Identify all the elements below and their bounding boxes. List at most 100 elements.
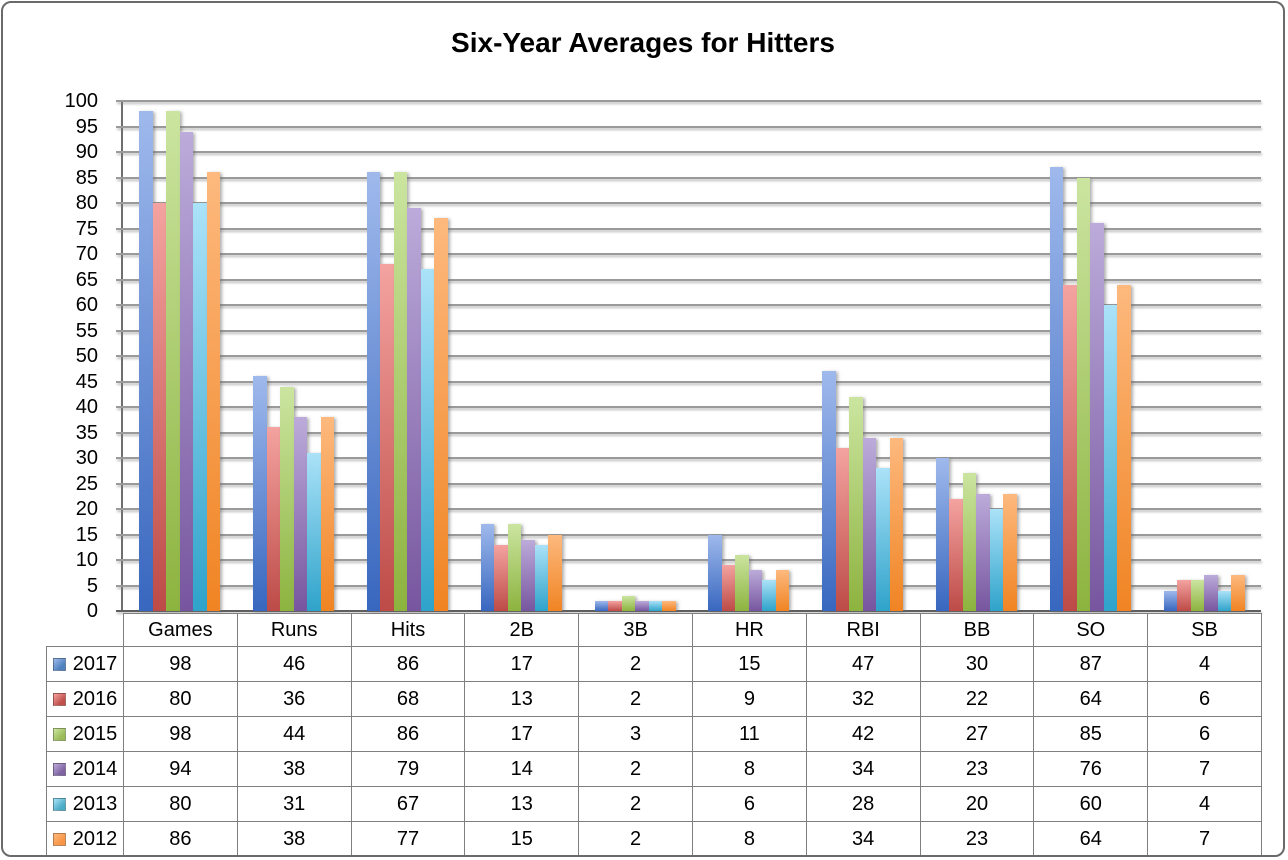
bar-2015-hr bbox=[735, 554, 749, 611]
bar-2012-3b bbox=[662, 600, 676, 611]
bar-2015-3b bbox=[621, 595, 636, 611]
gridline bbox=[116, 457, 1261, 459]
value-cell-2013-games: 80 bbox=[123, 786, 238, 822]
value-cell-2017-hits: 86 bbox=[350, 646, 466, 682]
bar-group-3b bbox=[578, 101, 692, 611]
value-cell-2016-runs: 36 bbox=[236, 681, 352, 717]
bar-2017-runs bbox=[253, 376, 267, 611]
y-tick-label: 10 bbox=[75, 549, 98, 571]
value-cell-2012-runs: 38 bbox=[236, 821, 352, 855]
bar-2017-games bbox=[139, 111, 153, 611]
table-row-2017: 2017 98 46 86 17 2 15 47 30 87 4 bbox=[46, 646, 1262, 682]
value-cell-2015-3b: 3 bbox=[578, 716, 693, 752]
column-header-hits: Hits bbox=[350, 613, 466, 647]
x-axis-line bbox=[116, 610, 1261, 612]
column-header-rbi: RBI bbox=[805, 613, 921, 647]
value-cell-2017-sb: 4 bbox=[1147, 646, 1262, 682]
value-cell-2017-so: 87 bbox=[1033, 646, 1149, 682]
gridline bbox=[116, 559, 1261, 561]
value-cell-2016-2b: 13 bbox=[464, 681, 580, 717]
y-tick-label: 35 bbox=[75, 421, 98, 444]
y-tick-label: 5 bbox=[86, 574, 98, 597]
year-label-cell-2016: 2016 bbox=[46, 681, 124, 717]
value-cell-2016-3b: 2 bbox=[578, 681, 693, 717]
gridline bbox=[116, 125, 1261, 128]
column-header-3b: 3B bbox=[578, 613, 693, 647]
bar-2017-sb bbox=[1163, 590, 1178, 611]
bar-2012-2b bbox=[548, 534, 562, 611]
bar-group-runs bbox=[237, 101, 351, 611]
bar-2012-bb bbox=[1003, 493, 1017, 611]
value-cell-2015-2b: 17 bbox=[464, 716, 580, 752]
bar-2014-hits bbox=[407, 208, 421, 611]
value-cell-2016-games: 80 bbox=[123, 681, 238, 717]
bar-2015-games bbox=[166, 111, 180, 611]
bar-2012-sb bbox=[1231, 575, 1245, 611]
table-row-2013: 2013 80 31 67 13 2 6 28 20 60 4 bbox=[46, 786, 1262, 822]
bar-2013-so bbox=[1103, 305, 1118, 611]
bar-2015-bb bbox=[962, 473, 977, 611]
value-cell-2012-hr: 8 bbox=[691, 821, 807, 855]
value-cell-2012-rbi: 34 bbox=[805, 821, 921, 855]
bar-2015-hits bbox=[393, 172, 408, 611]
legend-key-icon bbox=[52, 657, 66, 671]
bar-2014-rbi bbox=[862, 437, 877, 611]
value-cell-2015-hr: 11 bbox=[691, 716, 807, 752]
bar-2015-2b bbox=[507, 524, 522, 611]
gridline bbox=[116, 202, 1261, 204]
year-label: 2014 bbox=[72, 757, 118, 780]
value-cell-2014-bb: 23 bbox=[919, 751, 1035, 787]
bar-2017-3b bbox=[594, 600, 609, 611]
y-tick-label: 100 bbox=[64, 90, 98, 112]
column-header-so: SO bbox=[1033, 613, 1149, 647]
gridline bbox=[116, 431, 1261, 434]
value-cell-2013-runs: 31 bbox=[236, 786, 352, 822]
year-label-cell-2014: 2014 bbox=[46, 751, 124, 787]
value-cell-2016-so: 64 bbox=[1033, 681, 1149, 717]
bar-2017-hr bbox=[708, 534, 722, 611]
value-cell-2012-3b: 2 bbox=[578, 821, 693, 855]
value-cell-2015-runs: 44 bbox=[236, 716, 352, 752]
value-cell-2014-sb: 7 bbox=[1147, 751, 1262, 787]
y-tick-label: 45 bbox=[75, 370, 98, 393]
table-row-2014: 2014 94 38 79 14 2 8 34 23 76 7 bbox=[46, 751, 1262, 787]
value-cell-2013-sb: 4 bbox=[1147, 786, 1262, 822]
y-tick-label: 60 bbox=[75, 294, 98, 316]
value-cell-2012-bb: 23 bbox=[919, 821, 1035, 855]
value-cell-2017-3b: 2 bbox=[578, 646, 693, 682]
y-tick-label: 70 bbox=[75, 243, 98, 265]
bar-2014-runs bbox=[293, 417, 308, 611]
value-cell-2017-rbi: 47 bbox=[805, 646, 921, 682]
value-cell-2012-sb: 7 bbox=[1147, 821, 1262, 855]
year-label: 2016 bbox=[72, 687, 118, 710]
value-cell-2017-bb: 30 bbox=[919, 646, 1035, 682]
bar-2012-rbi bbox=[889, 437, 904, 611]
bar-2012-runs bbox=[320, 417, 335, 611]
bar-2017-bb bbox=[935, 458, 950, 611]
bar-2013-bb bbox=[989, 509, 1004, 611]
bar-2016-hr bbox=[721, 565, 736, 611]
y-tick-label: 75 bbox=[75, 217, 98, 240]
y-tick-label: 30 bbox=[75, 447, 98, 469]
gridline bbox=[116, 584, 1261, 587]
bar-2017-rbi bbox=[822, 371, 836, 611]
y-tick-label: 0 bbox=[86, 600, 98, 622]
y-tick-label: 20 bbox=[75, 498, 98, 520]
gridline bbox=[116, 533, 1261, 536]
bar-2012-hr bbox=[775, 570, 790, 611]
column-header-bb: BB bbox=[919, 613, 1035, 647]
chart-title: Six-Year Averages for Hitters bbox=[451, 27, 835, 58]
bar-group-hits bbox=[351, 101, 465, 611]
value-cell-2017-games: 98 bbox=[123, 646, 238, 682]
bar-2015-rbi bbox=[849, 396, 863, 611]
value-cell-2012-hits: 77 bbox=[350, 821, 466, 855]
bar-2016-bb bbox=[949, 498, 963, 611]
value-cell-2015-sb: 6 bbox=[1147, 716, 1262, 752]
value-cell-2014-hits: 79 bbox=[350, 751, 466, 787]
bar-2016-games bbox=[152, 203, 167, 611]
value-cell-2017-hr: 15 bbox=[691, 646, 807, 682]
y-tick-label: 65 bbox=[75, 268, 98, 291]
bar-2013-2b bbox=[534, 544, 549, 611]
bar-2014-games bbox=[179, 131, 194, 611]
